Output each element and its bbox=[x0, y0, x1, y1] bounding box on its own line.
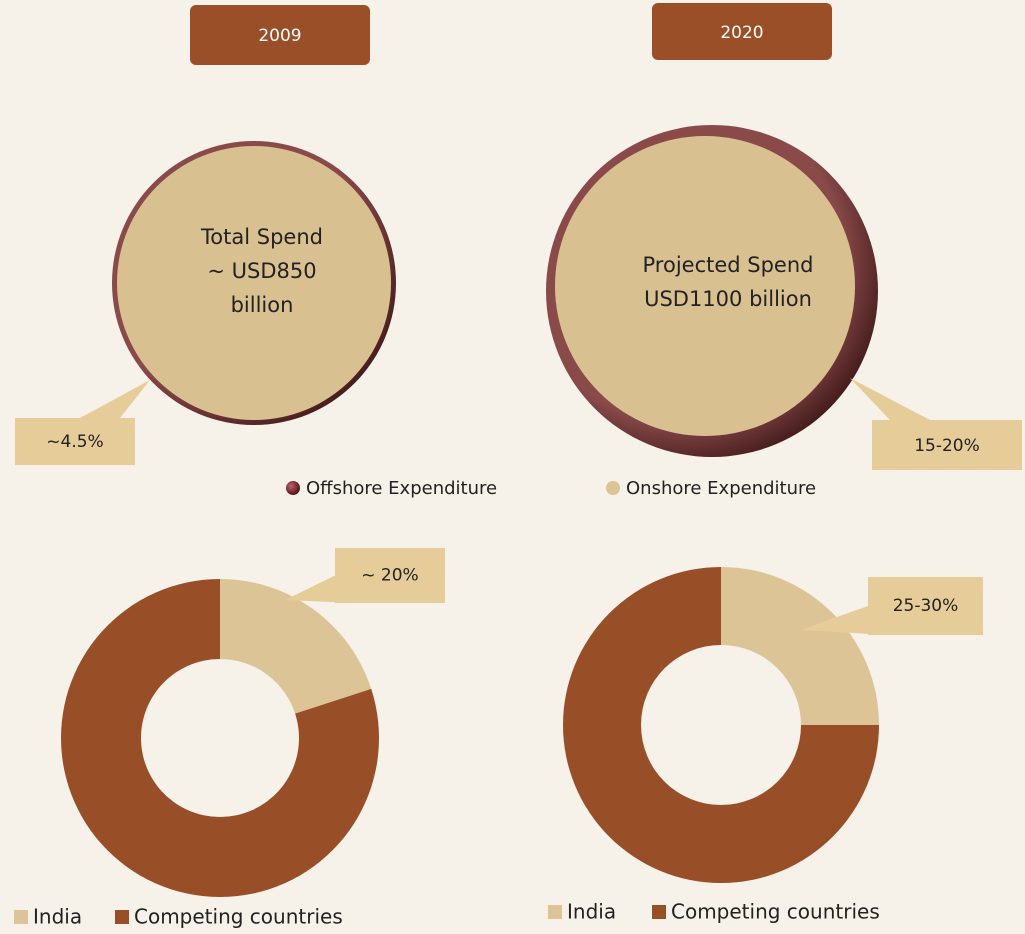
callout: ~4.5% bbox=[46, 432, 103, 452]
year-box bbox=[190, 5, 370, 65]
legend-dot bbox=[286, 481, 300, 495]
circle-text: billion bbox=[231, 293, 294, 317]
data-label: 25-30% bbox=[893, 596, 959, 616]
circle-text: Projected Spend bbox=[643, 253, 814, 277]
circle-text: Total Spend bbox=[200, 225, 323, 249]
circle-text: ~ USD850 bbox=[207, 259, 316, 283]
legend-label: Competing countries bbox=[671, 900, 880, 924]
year-box bbox=[652, 3, 832, 60]
legend-swatch bbox=[652, 905, 666, 919]
legend-label: Onshore Expenditure bbox=[626, 478, 816, 499]
legend-swatch bbox=[14, 910, 28, 924]
donut-segment bbox=[60, 579, 380, 897]
legend-swatch bbox=[115, 910, 129, 924]
callout-pointer bbox=[800, 606, 888, 635]
donut-segment bbox=[721, 567, 879, 725]
legend-label: Offshore Expenditure bbox=[306, 478, 497, 499]
callout-pointer bbox=[850, 378, 930, 420]
year: 2020 bbox=[720, 23, 763, 43]
callout-box bbox=[15, 418, 135, 465]
year: 2009 bbox=[258, 26, 301, 46]
legend-dot bbox=[606, 481, 620, 495]
callout-pointer bbox=[80, 380, 150, 418]
circle-text: USD1100 billion bbox=[644, 287, 812, 311]
callout-box bbox=[872, 420, 1022, 470]
callout-box bbox=[335, 548, 445, 603]
callout: 15-20% bbox=[914, 436, 980, 456]
donut-segment bbox=[563, 567, 879, 883]
legend-swatch bbox=[548, 905, 562, 919]
donut-segment bbox=[220, 579, 372, 714]
onshore-circle bbox=[117, 146, 391, 420]
callout-box bbox=[868, 577, 983, 635]
legend-label: India bbox=[33, 905, 82, 929]
onshore-circle bbox=[555, 136, 855, 436]
legend-label: India bbox=[567, 900, 616, 924]
data-label: ~ 20% bbox=[361, 566, 418, 586]
legend-label: Competing countries bbox=[134, 905, 343, 929]
